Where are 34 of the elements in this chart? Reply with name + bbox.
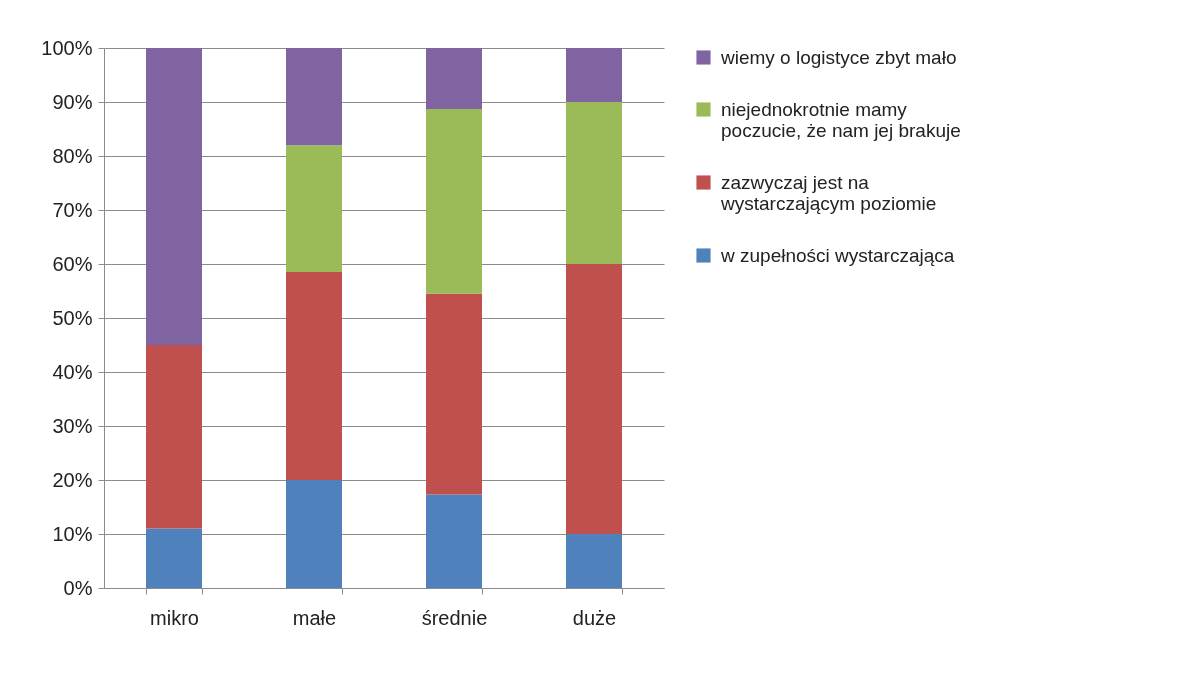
x-tick-label: duże	[572, 606, 617, 629]
legend-label: w zupełności wystarczająca	[720, 244, 955, 266]
y-tick-label: 100%	[41, 36, 93, 59]
bar	[566, 48, 622, 102]
y-tick-label: 90%	[52, 90, 93, 113]
y-tick-label: 0%	[63, 576, 93, 599]
x-tick-label: mikro	[150, 606, 199, 629]
x-tick-label: małe	[292, 606, 337, 629]
bar	[286, 48, 342, 146]
y-tick-label: 60%	[52, 252, 93, 275]
y-tick-label: 50%	[52, 306, 93, 329]
y-tick-label: 20%	[52, 468, 93, 491]
y-tick-label: 70%	[52, 198, 93, 221]
y-tick-label: 40%	[52, 360, 93, 383]
bar	[146, 48, 202, 345]
bar	[286, 480, 342, 588]
bar	[426, 293, 482, 495]
bar	[146, 528, 202, 588]
bar	[566, 102, 622, 264]
bar	[426, 109, 482, 294]
bar	[286, 145, 342, 273]
bar	[146, 345, 202, 529]
bar	[426, 494, 482, 588]
y-tick-label: 30%	[52, 414, 93, 437]
legend-label: zazwyczaj jest na wystarczającym poziomie	[720, 171, 937, 214]
legend-label: niejednokrotnie mamy poczucie, że nam jej brakuje	[721, 98, 961, 141]
y-tick-label: 80%	[52, 144, 93, 167]
x-tick-label: średnie	[421, 606, 488, 629]
bar	[566, 264, 622, 534]
legend-label: wiemy o logistyce zbyt mało	[720, 46, 957, 68]
bar	[286, 272, 342, 480]
bar	[566, 534, 622, 588]
y-tick-label: 10%	[52, 522, 93, 545]
bar	[426, 48, 482, 110]
